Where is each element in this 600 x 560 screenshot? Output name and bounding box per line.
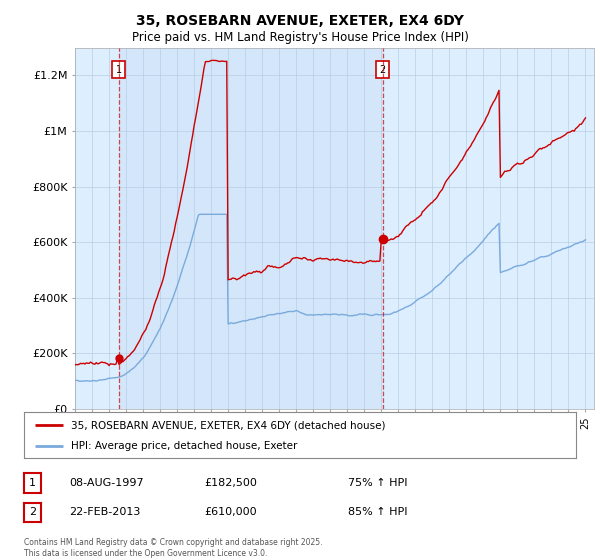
Bar	[119, 48, 383, 409]
Text: 85% ↑ HPI: 85% ↑ HPI	[348, 507, 407, 517]
Text: HPI: Average price, detached house, Exeter: HPI: Average price, detached house, Exet…	[71, 441, 297, 451]
Text: 2: 2	[29, 507, 36, 517]
Text: 1: 1	[116, 65, 122, 75]
Text: 2: 2	[380, 65, 386, 75]
Text: 08-AUG-1997: 08-AUG-1997	[69, 478, 143, 488]
Text: 1: 1	[29, 478, 36, 488]
Text: 75% ↑ HPI: 75% ↑ HPI	[348, 478, 407, 488]
Text: Price paid vs. HM Land Registry's House Price Index (HPI): Price paid vs. HM Land Registry's House …	[131, 31, 469, 44]
Text: £182,500: £182,500	[204, 478, 257, 488]
Text: 35, ROSEBARN AVENUE, EXETER, EX4 6DY (detached house): 35, ROSEBARN AVENUE, EXETER, EX4 6DY (de…	[71, 420, 385, 430]
Text: £610,000: £610,000	[204, 507, 257, 517]
Text: 35, ROSEBARN AVENUE, EXETER, EX4 6DY: 35, ROSEBARN AVENUE, EXETER, EX4 6DY	[136, 14, 464, 28]
Text: Contains HM Land Registry data © Crown copyright and database right 2025.
This d: Contains HM Land Registry data © Crown c…	[24, 538, 323, 558]
Text: 22-FEB-2013: 22-FEB-2013	[69, 507, 140, 517]
